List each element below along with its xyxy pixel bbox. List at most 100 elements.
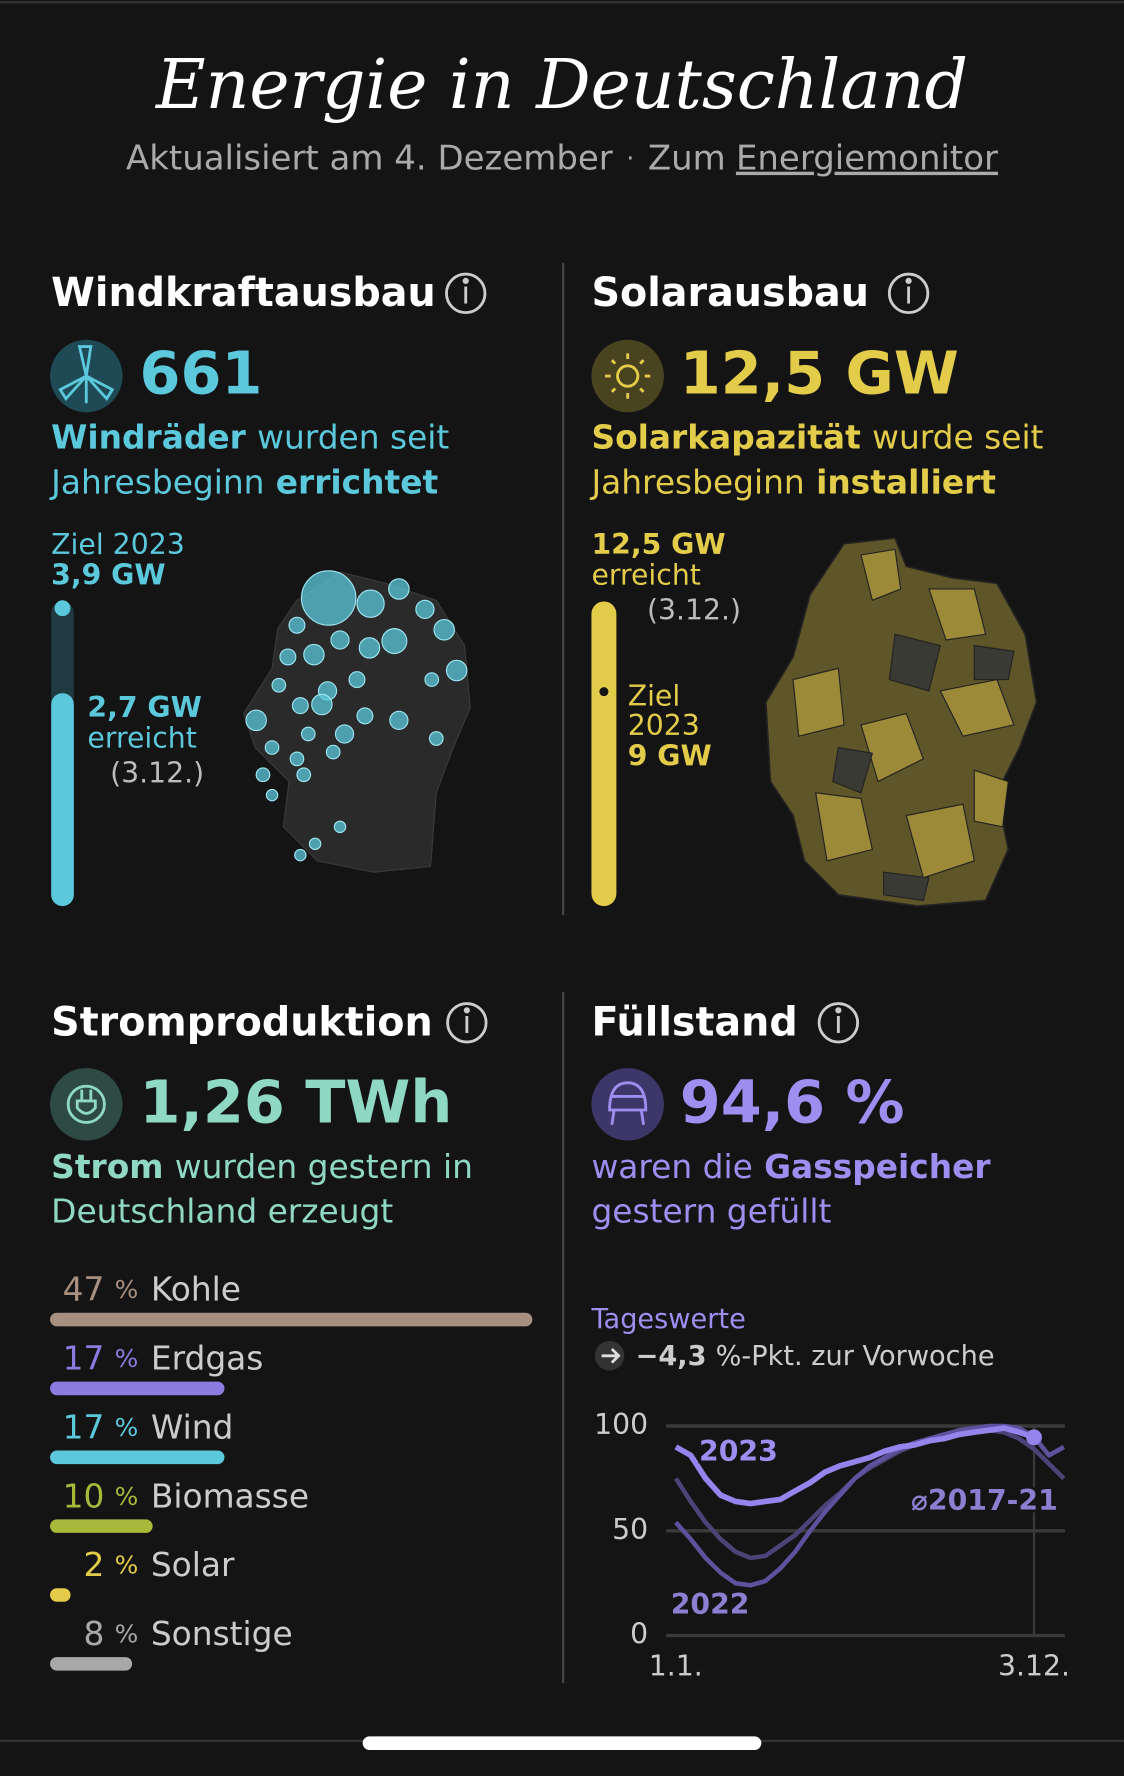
desc: wurden gestern in <box>175 1147 473 1185</box>
goal-value: 3,9 GW <box>51 559 165 592</box>
description: Jahresbeginn errichtet <box>49 463 438 501</box>
share-value: 2 <box>84 1546 105 1584</box>
reached-label: erreicht <box>591 559 700 592</box>
description: Solarkapazität wurde seit <box>591 418 1043 456</box>
info-button[interactable] <box>887 272 930 315</box>
source-name: Erdgas <box>151 1340 264 1378</box>
description: Windräder wurden seit <box>51 418 449 456</box>
separator: · <box>626 144 634 173</box>
source-name: Kohle <box>151 1271 241 1309</box>
share-value: 17 <box>63 1408 105 1446</box>
desc: waren die <box>591 1147 752 1185</box>
series-label: ⌀2017-21 <box>911 1484 1058 1517</box>
headline-number: 94,6 % <box>680 1068 905 1137</box>
desc: wurde seit <box>872 418 1043 456</box>
reached-value: 2,7 GW <box>87 691 201 724</box>
current-point <box>1026 1429 1042 1446</box>
source-name: Biomasse <box>151 1477 309 1515</box>
source-name: Wind <box>151 1408 234 1446</box>
series-line <box>674 1425 1035 1507</box>
share-bar <box>50 1312 533 1327</box>
share-value: 17 <box>63 1340 105 1378</box>
desc-strong: Strom <box>51 1147 163 1185</box>
share-unit: % <box>115 1482 139 1511</box>
share-bar <box>50 1657 133 1671</box>
home-indicator[interactable] <box>362 1736 762 1750</box>
description: waren die Gasspeicher <box>591 1147 991 1185</box>
description: Deutschland erzeugt <box>51 1193 393 1231</box>
link[interactable]: Energiemonitor <box>736 138 998 178</box>
info-icons <box>445 272 930 1044</box>
section-title: Windkraftausbau <box>51 270 436 316</box>
desc: Jahresbeginn <box>49 463 264 501</box>
desc: Jahresbeginn <box>589 463 804 501</box>
series-label: 2023 <box>699 1435 778 1468</box>
y-tick-label: 50 <box>612 1513 648 1546</box>
share-unit: % <box>115 1275 139 1304</box>
share-bar <box>50 1381 225 1396</box>
share-value: 8 <box>84 1615 105 1653</box>
solar-icon <box>591 339 664 413</box>
change-value: −4,3 <box>636 1340 707 1371</box>
desc-strong: errichtet <box>276 463 438 501</box>
solar-map <box>765 537 1038 907</box>
link-prefix: Zum <box>648 138 726 178</box>
info-button[interactable] <box>817 1002 860 1044</box>
y-tick-label: 0 <box>630 1618 648 1651</box>
share-unit: % <box>115 1413 139 1442</box>
date: (3.12.) <box>647 594 741 627</box>
goal-marker <box>54 600 71 617</box>
arrow-icon <box>601 1347 621 1364</box>
share-bar <box>50 1450 225 1465</box>
share-unit: % <box>115 1551 139 1580</box>
headline-number: 1,26 TWh <box>140 1068 453 1137</box>
reached-value: 12,5 GW <box>591 528 725 561</box>
updated: Aktualisiert am 4. Dezember <box>126 138 613 178</box>
change-text: %-Pkt. zur Vorwoche <box>716 1340 995 1371</box>
daily-label: Tageswerte <box>590 1304 745 1335</box>
share-bar <box>50 1519 153 1533</box>
date: (3.12.) <box>110 757 204 790</box>
share-value: 10 <box>63 1477 105 1515</box>
goal-value: 9 GW <box>628 740 712 773</box>
info-button[interactable] <box>446 1002 488 1044</box>
description: Jahresbeginn installiert <box>589 463 996 501</box>
gas-icon <box>591 1068 664 1141</box>
description: Strom wurden gestern in <box>51 1147 473 1185</box>
section-title: Stromproduktion <box>51 1000 433 1046</box>
info-button[interactable] <box>445 272 487 315</box>
headline-number: 661 <box>140 338 263 407</box>
description: gestern gefüllt <box>591 1193 831 1231</box>
goal-label: 2023 <box>628 709 700 742</box>
headline-number: 12,5 GW <box>680 338 959 407</box>
x-tick-label: 3.12. <box>998 1649 1070 1682</box>
wind-icon <box>50 339 123 413</box>
reached-label: erreicht <box>87 722 196 755</box>
section-title: Solarausbau <box>591 270 868 316</box>
source-name: Sonstige <box>151 1615 293 1653</box>
title: Energie in Deutschland <box>154 46 968 125</box>
desc: wurden seit <box>257 418 449 456</box>
weekly-change: −4,3 %-Pkt. zur Vorwoche <box>636 1340 995 1371</box>
progress-bar <box>51 693 74 907</box>
desc-strong: installiert <box>816 463 996 501</box>
share-unit: % <box>115 1620 139 1649</box>
progress-bar <box>591 601 617 907</box>
share-value: 47 <box>63 1271 105 1309</box>
desc-strong: Windräder <box>51 418 246 456</box>
share-bar <box>50 1588 71 1602</box>
goal-marker <box>599 687 609 697</box>
x-tick-label: 1.1. <box>649 1649 703 1682</box>
section-title: Füllstand <box>591 1000 797 1046</box>
share-unit: % <box>115 1344 139 1373</box>
goal-label: Ziel <box>628 680 681 713</box>
series-label: 2022 <box>671 1588 750 1621</box>
wind-map <box>243 570 471 873</box>
source-name: Solar <box>151 1546 235 1584</box>
goal-label: Ziel 2023 <box>51 528 185 561</box>
desc-strong: Solarkapazität <box>591 418 860 456</box>
power-icon <box>50 1068 123 1141</box>
y-tick-label: 100 <box>594 1408 648 1441</box>
